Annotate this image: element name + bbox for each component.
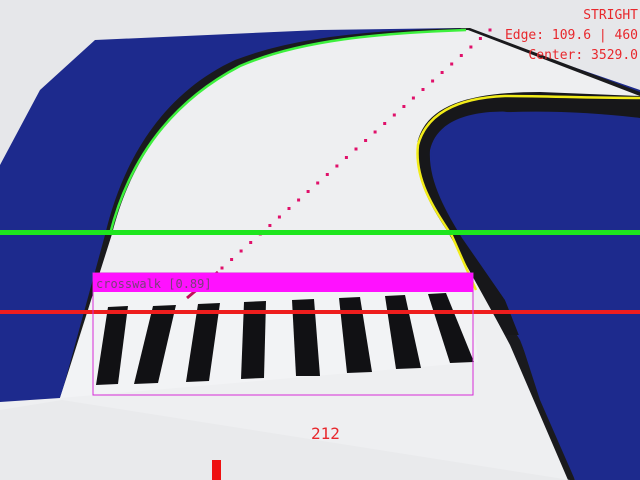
trajectory-dot — [364, 139, 368, 142]
trajectory-dot — [239, 249, 243, 253]
trajectory-dot — [450, 62, 454, 66]
drive-mode-text: STRIGHT — [583, 8, 638, 23]
trajectory-dot — [249, 241, 253, 244]
trajectory-dot — [402, 105, 406, 108]
right-edge-line — [416, 94, 640, 291]
trajectory-dot — [220, 266, 224, 270]
trajectory-dot — [297, 198, 301, 202]
center-readout: Center: 3529.0 — [528, 48, 638, 63]
trajectory-dot — [316, 181, 320, 185]
reference-line-red — [0, 310, 640, 314]
trajectory-dot — [431, 79, 435, 83]
detection-label: crosswalk [0.89] — [96, 277, 212, 291]
trajectory-dot — [421, 88, 425, 91]
trajectory-dot — [354, 147, 358, 151]
trajectory-dot — [335, 164, 339, 168]
trajectory-dot — [488, 28, 492, 32]
detection-label-bar: crosswalk [0.89] — [93, 273, 473, 292]
steering-indicator — [212, 460, 221, 480]
trajectory-dot — [287, 207, 291, 210]
trajectory-dot — [440, 71, 444, 74]
trajectory-dot — [277, 215, 281, 219]
trajectory-dot — [392, 113, 396, 117]
reference-line-green — [0, 230, 640, 235]
left-edge-line — [108, 28, 467, 235]
trajectory-dot — [373, 130, 377, 134]
trajectory-dot — [344, 156, 348, 159]
inner-island — [431, 111, 640, 480]
crosswalk-stripes — [96, 293, 474, 385]
trajectory-dot — [306, 190, 310, 193]
steering-value: 212 — [311, 424, 340, 443]
trajectory-dot — [268, 224, 272, 227]
edge-readout: Edge: 109.6 | 460 — [504, 28, 638, 43]
trajectory-dot — [325, 173, 329, 176]
trajectory-dot — [459, 54, 463, 57]
trajectory-dot — [411, 96, 415, 100]
trajectory-dot — [230, 258, 234, 261]
trajectory-dot — [383, 122, 387, 125]
floor-bottom — [0, 400, 570, 480]
trajectory-dot — [478, 37, 482, 40]
trajectory-dot — [469, 45, 473, 49]
